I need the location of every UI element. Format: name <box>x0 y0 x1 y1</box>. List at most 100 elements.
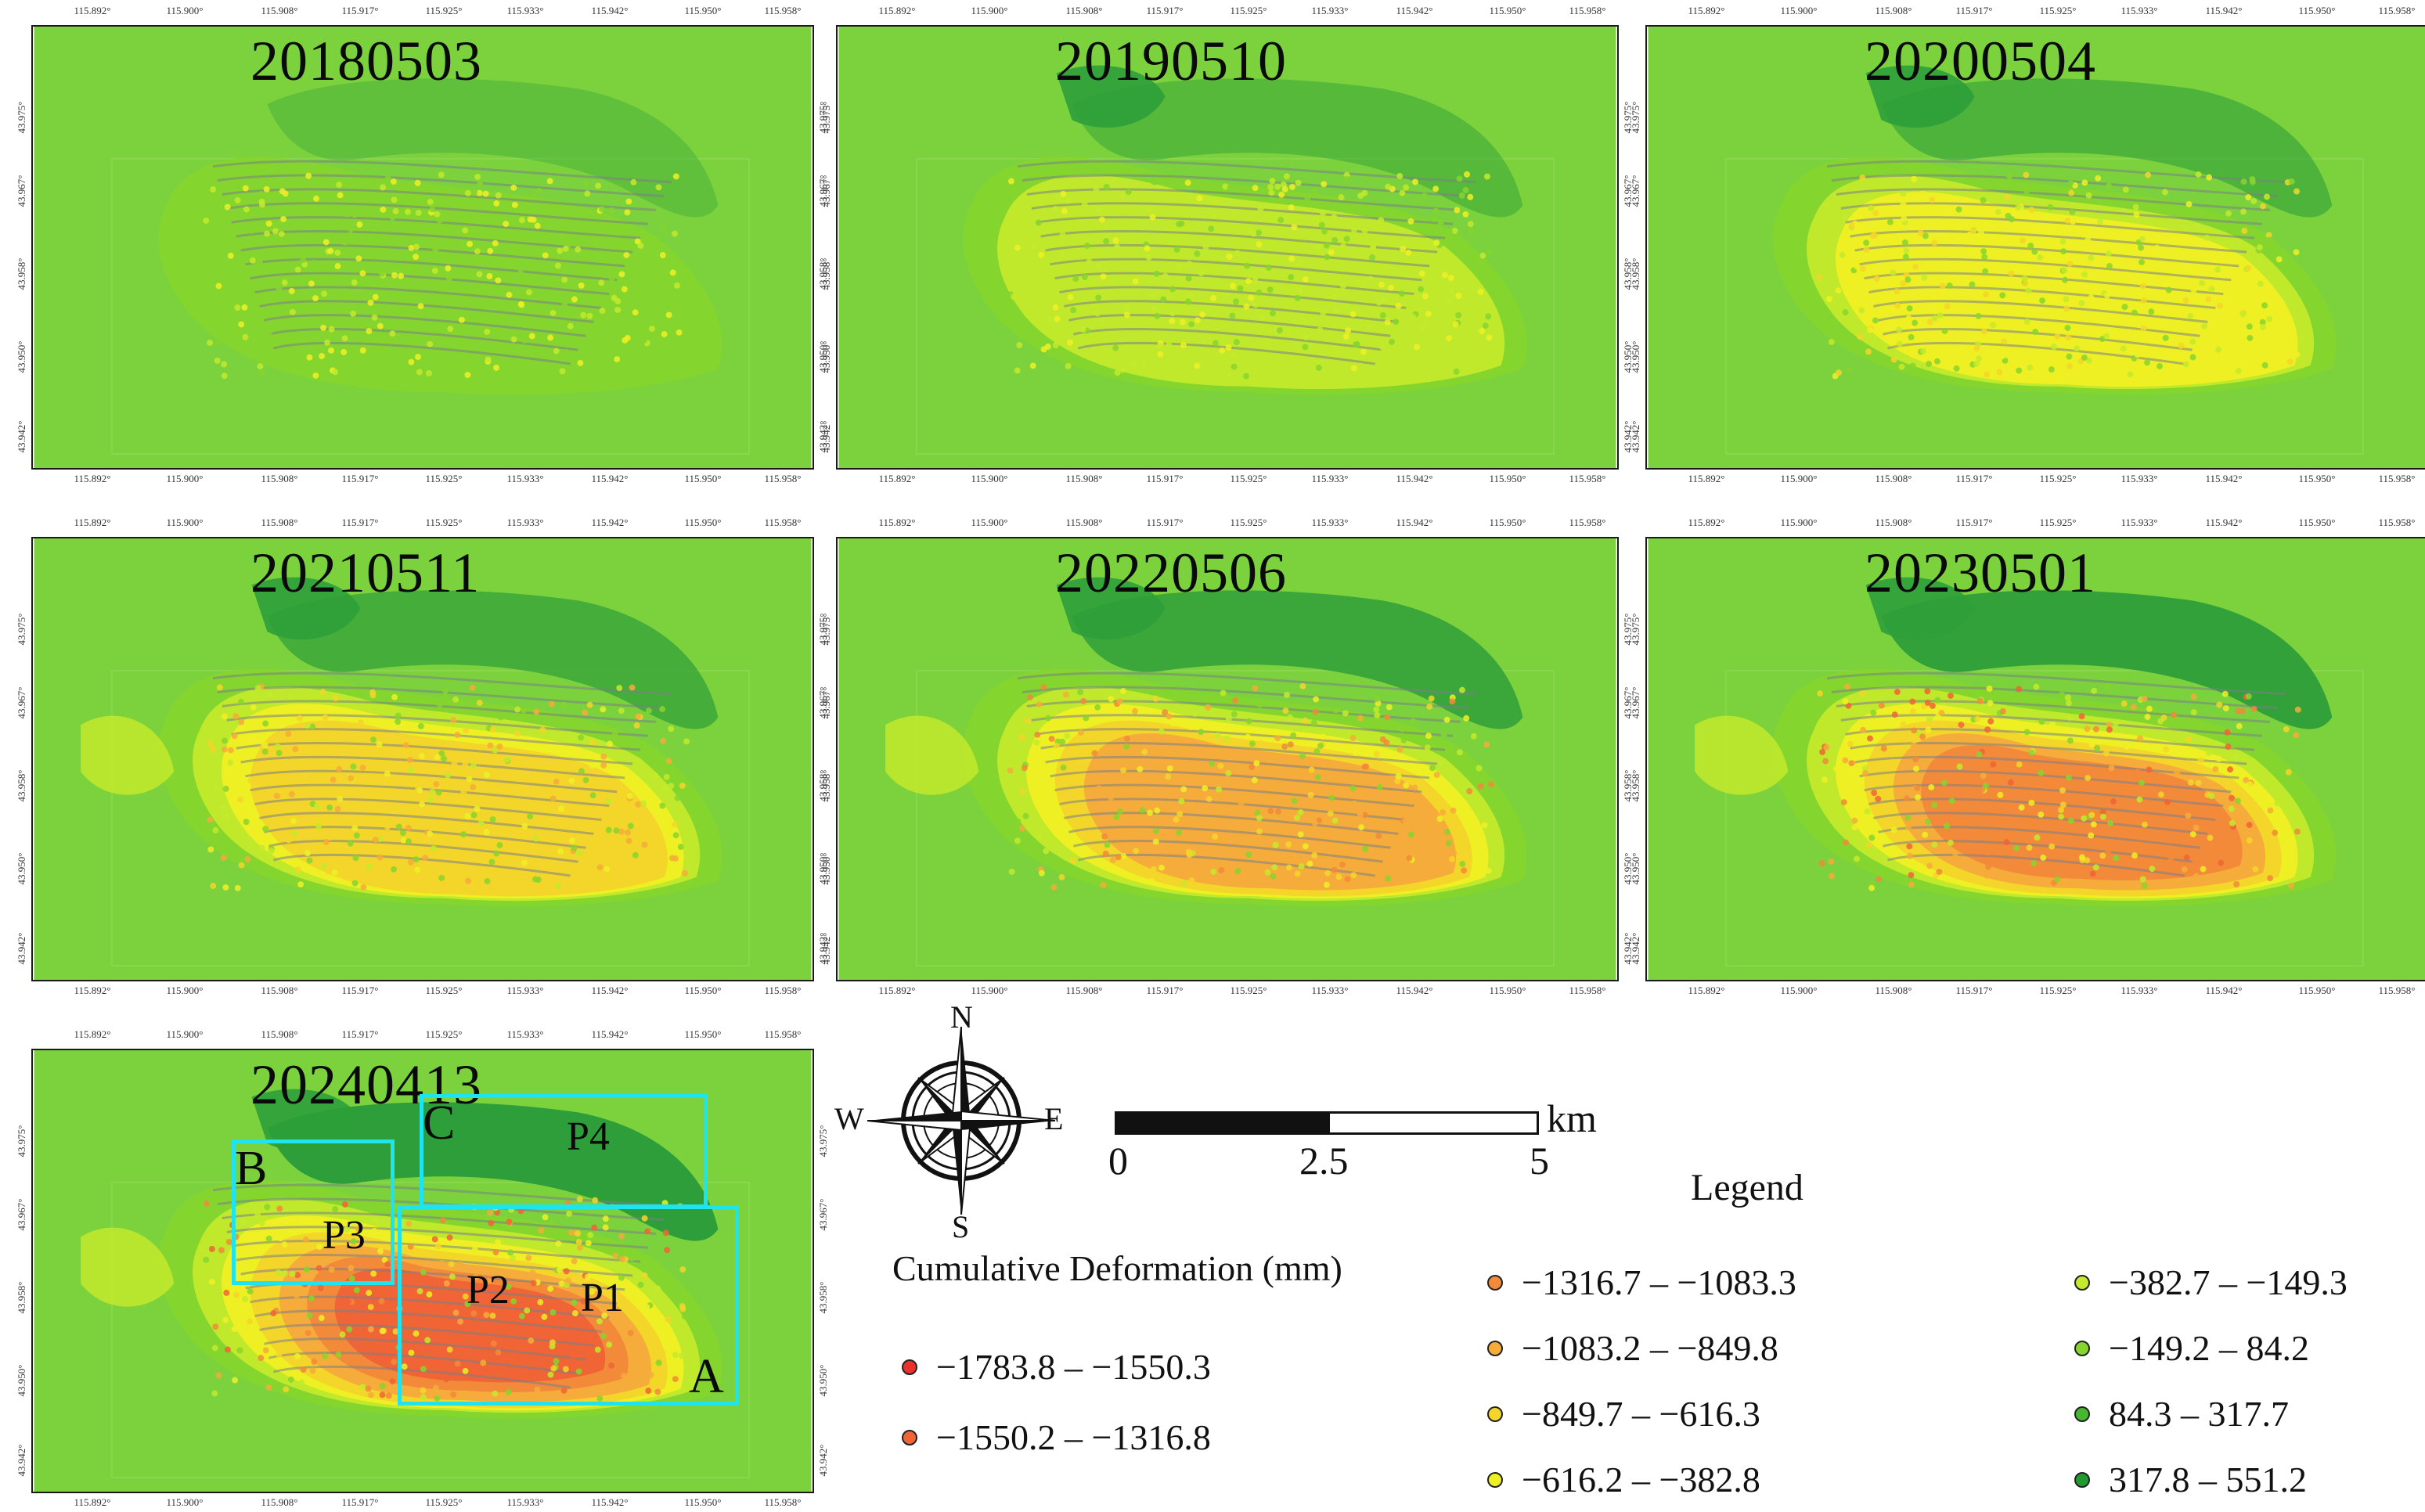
ps-point <box>2293 351 2301 358</box>
ps-point <box>624 829 631 836</box>
legend-swatch-icon <box>2074 1471 2090 1488</box>
legend-title: Legend <box>1691 1167 1803 1208</box>
ps-point <box>2136 796 2143 803</box>
lat-tick: 43.942° <box>1630 420 1641 453</box>
legend-label: 317.8 – 551.2 <box>2109 1460 2307 1499</box>
ps-point <box>422 855 429 861</box>
ps-point <box>1941 327 1948 334</box>
lat-ticks-left: 43.975° 43.967° 43.958° 43.950° 43.942° <box>14 537 30 981</box>
lon-ticks-top: 115.892° 115.900° 115.908° 115.917° 115.925°… <box>836 5 1619 20</box>
ps-point <box>2266 315 2273 322</box>
ps-point <box>1147 206 1154 213</box>
ps-point <box>1411 784 1418 791</box>
ps-point <box>1132 278 1139 285</box>
ps-point <box>1920 347 1927 355</box>
mine-bench <box>1836 700 2270 723</box>
ps-point <box>1418 270 1425 277</box>
ps-point <box>1859 265 1866 272</box>
ps-point <box>2088 741 2095 748</box>
ps-point <box>400 837 407 844</box>
ps-point <box>1433 772 1440 779</box>
lon-tick: 115.900° <box>166 1496 204 1508</box>
ps-point <box>286 837 292 844</box>
ps-point <box>1331 236 1339 243</box>
ps-point <box>418 752 425 759</box>
ps-point <box>470 762 477 769</box>
ps-point <box>1315 243 1322 250</box>
lon-tick: 115.942° <box>591 985 629 996</box>
deformation-map <box>836 25 1619 470</box>
lat-tick: 43.958° <box>820 257 832 290</box>
ps-point <box>1244 262 1251 269</box>
ps-point <box>328 326 335 333</box>
ps-point <box>341 1201 348 1208</box>
ps-point <box>413 254 420 261</box>
ps-point <box>1342 333 1349 340</box>
ps-point <box>2139 283 2146 290</box>
mine-bench <box>1831 174 2278 197</box>
ps-point <box>550 1365 557 1372</box>
ps-point <box>1146 868 1153 875</box>
ps-point <box>1847 740 1854 747</box>
ps-point <box>237 796 244 803</box>
lat-tick: 43.950° <box>16 340 27 373</box>
ps-point <box>1170 720 1177 727</box>
ps-point <box>333 695 339 702</box>
ps-point <box>1467 193 1474 200</box>
ps-point <box>637 242 644 249</box>
ps-point <box>1179 319 1186 326</box>
ps-point <box>2266 236 2272 243</box>
ps-point <box>304 722 311 729</box>
ps-point <box>1014 367 1021 374</box>
ps-point <box>2261 362 2268 369</box>
ps-point <box>561 301 568 308</box>
ps-point <box>211 1345 218 1352</box>
ps-point <box>395 718 402 725</box>
lon-tick: 115.958° <box>1569 5 1606 16</box>
ps-point <box>1876 876 1883 883</box>
ps-point <box>2034 834 2041 841</box>
mine-bench <box>1850 229 2247 254</box>
ps-point <box>1331 214 1338 221</box>
ps-point <box>521 823 528 830</box>
ps-point <box>1256 815 1263 822</box>
ps-point <box>418 801 425 808</box>
lon-tick: 115.917° <box>341 517 379 528</box>
ps-point <box>1947 839 1954 846</box>
ps-point <box>390 237 397 244</box>
ps-point <box>308 280 315 287</box>
ps-point <box>1980 196 1987 203</box>
ps-point <box>389 330 396 337</box>
ps-point <box>1208 225 1215 232</box>
ps-point <box>390 178 397 185</box>
ps-point <box>1425 311 1432 318</box>
ps-point <box>1868 884 1876 891</box>
ps-point <box>2049 721 2056 728</box>
ps-point <box>2208 793 2215 800</box>
ps-point <box>637 1281 644 1288</box>
ps-point <box>2023 729 2030 736</box>
ps-point <box>607 740 613 747</box>
mine-bench <box>1859 257 2232 282</box>
ps-point <box>2058 813 2065 820</box>
uplift-zone-northwest <box>251 1089 361 1152</box>
ps-point <box>292 746 299 753</box>
ps-point <box>560 1387 568 1394</box>
ps-point <box>1199 311 1206 318</box>
ps-point <box>320 863 327 870</box>
ps-point <box>301 1290 307 1297</box>
ps-point <box>2130 704 2137 711</box>
ps-point <box>1133 848 1140 855</box>
ps-point <box>1895 326 1902 333</box>
legend-swatch-icon <box>1487 1406 1503 1422</box>
lon-tick: 115.933° <box>506 1496 544 1508</box>
lat-tick: 43.967° <box>16 1198 27 1231</box>
ps-point <box>578 768 585 775</box>
ps-point <box>659 1350 666 1357</box>
ps-point <box>2250 197 2257 204</box>
ps-point <box>336 182 343 189</box>
mine-bench <box>1831 686 2278 709</box>
ps-point <box>2203 234 2211 241</box>
ps-point <box>618 1233 625 1240</box>
ps-point <box>495 1239 502 1246</box>
